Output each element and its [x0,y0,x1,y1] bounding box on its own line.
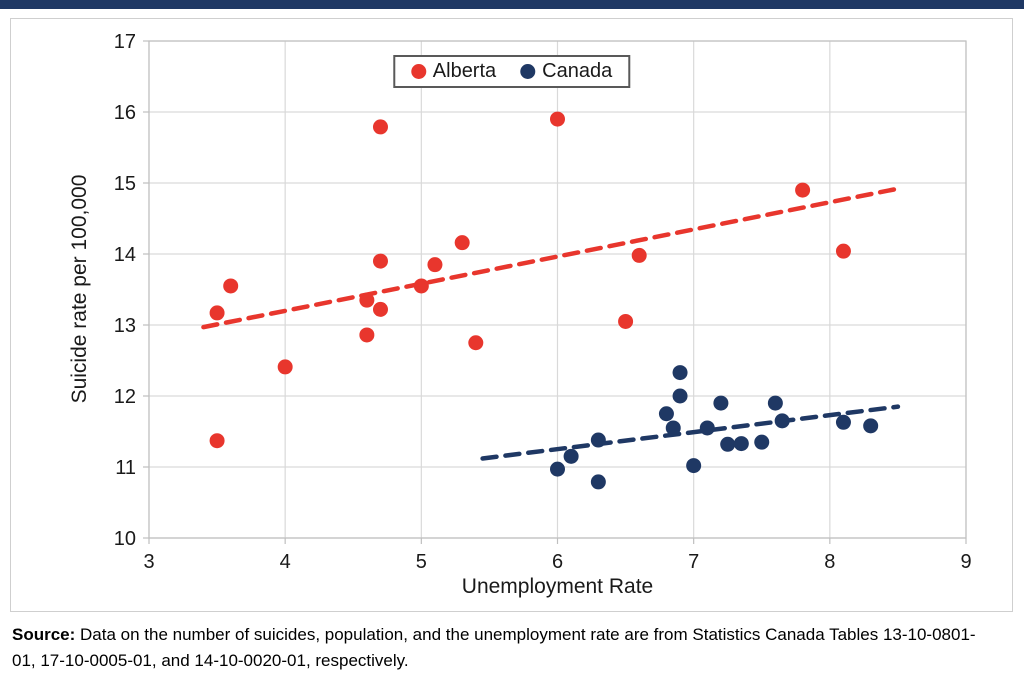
legend-item-canada: Canada [520,60,612,83]
svg-text:8: 8 [824,551,835,573]
source-label: Source: [12,625,76,644]
svg-text:16: 16 [114,102,136,124]
scatter-chart: 3 4 5 6 7 8 9 10 11 12 13 14 15 16 17 [114,31,972,573]
legend-label-alberta: Alberta [432,60,497,82]
svg-text:3: 3 [143,551,154,573]
svg-text:10: 10 [114,528,136,550]
legend-label-canada: Canada [542,60,613,82]
svg-text:6: 6 [552,551,563,573]
y-axis-title: Suicide rate per 100,000 [68,174,91,404]
top-accent-bar [0,0,1024,9]
svg-text:13: 13 [114,315,136,337]
svg-text:15: 15 [114,173,136,195]
svg-text:14: 14 [114,244,136,266]
alberta-marker-icon [410,64,426,79]
svg-text:17: 17 [114,31,136,53]
svg-text:9: 9 [960,551,971,573]
chart-legend: Alberta Canada [392,55,631,88]
svg-text:11: 11 [115,457,136,479]
svg-text:12: 12 [114,386,136,408]
svg-text:4: 4 [280,551,291,573]
source-note: Source: Data on the number of suicides, … [12,622,997,673]
svg-text:7: 7 [688,551,699,573]
canada-marker-icon [520,64,536,79]
x-axis-title: Unemployment Rate [461,575,654,598]
legend-item-alberta: Alberta [410,60,497,83]
svg-text:5: 5 [416,551,427,573]
chart-frame: 3 4 5 6 7 8 9 10 11 12 13 14 15 16 17 Alberta Canada U… [10,18,1013,612]
source-text: Data on the number of suicides, populati… [12,625,976,670]
